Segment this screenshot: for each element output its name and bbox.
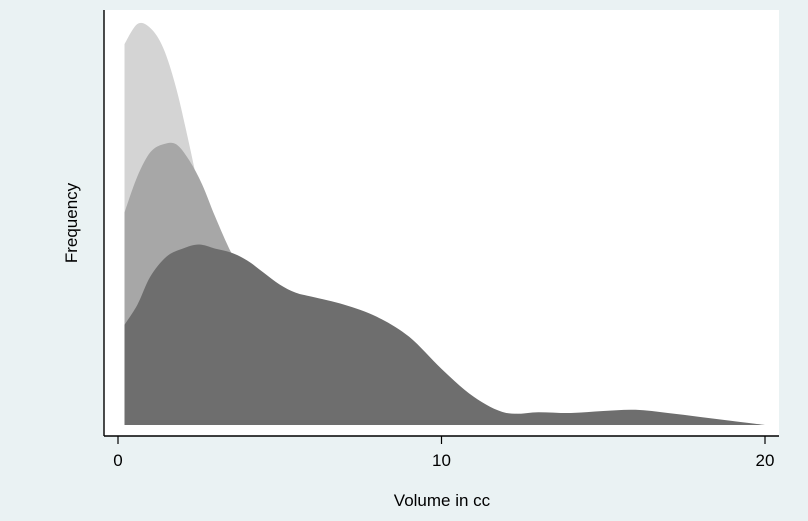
x-axis-title: Volume in cc: [394, 491, 491, 510]
x-tick-label-10: 10: [432, 451, 451, 470]
x-tick-label-0: 0: [113, 451, 122, 470]
x-tick-label-20: 20: [756, 451, 775, 470]
density-area-3: [124, 244, 765, 425]
y-axis-title: Frequency: [62, 182, 81, 263]
x-ticks: 0 10 20: [113, 436, 774, 470]
density-areas: [124, 22, 765, 426]
